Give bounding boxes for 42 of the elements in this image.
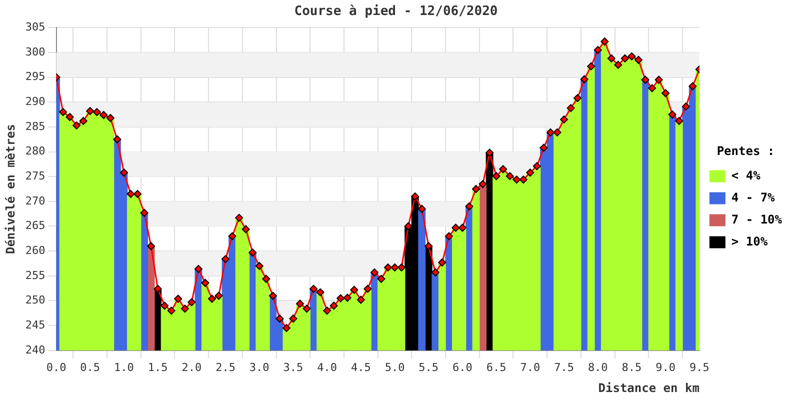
- x-tick-label: 6.0: [452, 360, 472, 374]
- y-tick-label: 270: [25, 194, 46, 208]
- y-tick-label: 250: [25, 294, 46, 307]
- x-tick-label: 7.0: [520, 360, 540, 374]
- y-tick-label: 285: [25, 120, 46, 133]
- x-tick-label: 8.0: [588, 360, 608, 374]
- x-tick-label: 9.5: [689, 360, 710, 374]
- x-tick-label: 9.0: [656, 360, 676, 374]
- legend-label: 7 - 10%: [731, 212, 783, 226]
- x-tick-label: 1.0: [114, 360, 134, 374]
- y-tick-label: 275: [25, 169, 46, 182]
- x-tick-label: 8.5: [622, 360, 642, 374]
- y-tick-label: 255: [25, 268, 46, 282]
- x-tick-label: 6.5: [486, 360, 506, 374]
- legend-title: Pentes :: [716, 144, 775, 158]
- chart-title: Course à pied - 12/06/2020: [294, 4, 498, 20]
- y-tick-label: 290: [25, 94, 46, 108]
- y-tick-label: 240: [25, 343, 46, 356]
- x-tick-label: 4.0: [317, 360, 338, 374]
- x-tick-label: 7.5: [554, 360, 574, 374]
- y-tick-label: 280: [25, 144, 46, 158]
- x-tick-label: 3.5: [283, 360, 304, 374]
- y-tick-label: 305: [25, 20, 46, 34]
- legend-label: < 4%: [731, 168, 762, 182]
- y-tick-label: 245: [25, 318, 46, 332]
- x-tick-label: 2.0: [182, 360, 202, 374]
- x-tick-label: 2.5: [216, 360, 236, 374]
- x-tick-label: 5.0: [384, 360, 405, 374]
- y-tick-label: 260: [25, 244, 46, 257]
- x-tick-label: 4.5: [350, 360, 371, 374]
- x-tick-label: 0.0: [46, 360, 66, 374]
- x-tick-label: 5.5: [418, 360, 439, 374]
- legend-label: 4 - 7%: [731, 190, 776, 204]
- x-tick-label: 3.0: [249, 360, 270, 374]
- y-axis-title: Dénivelé en mètres: [3, 124, 18, 254]
- x-tick-label: 0.5: [80, 360, 100, 374]
- x-tick-label: 1.5: [148, 360, 168, 374]
- legend-label: > 10%: [731, 234, 768, 248]
- y-tick-label: 300: [25, 45, 46, 58]
- x-axis-title: Distance en km: [598, 380, 700, 395]
- y-tick-label: 265: [25, 219, 46, 232]
- y-tick-label: 295: [25, 70, 46, 84]
